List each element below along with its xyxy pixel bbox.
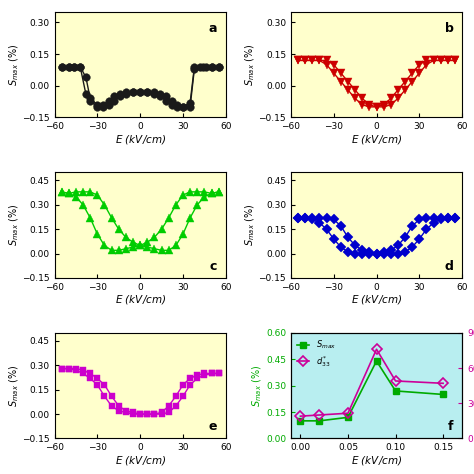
X-axis label: $E$ (kV/cm): $E$ (kV/cm) (351, 454, 402, 467)
Y-axis label: $S_{max}$ (%): $S_{max}$ (%) (7, 365, 21, 407)
Text: d: d (445, 260, 454, 273)
X-axis label: $E$ (kV/cm): $E$ (kV/cm) (115, 454, 166, 467)
Text: f: f (448, 420, 454, 433)
Y-axis label: $S_{max}$ (%): $S_{max}$ (%) (243, 44, 257, 86)
Legend: $S_{max}$, $d^{*}_{33}$: $S_{max}$, $d^{*}_{33}$ (295, 337, 337, 370)
X-axis label: $E$ (kV/cm): $E$ (kV/cm) (351, 133, 402, 146)
X-axis label: $E$ (kV/cm): $E$ (kV/cm) (115, 133, 166, 146)
Y-axis label: $S_{max}$ (%): $S_{max}$ (%) (251, 365, 264, 407)
X-axis label: $E$ (kV/cm): $E$ (kV/cm) (351, 293, 402, 306)
Text: b: b (445, 22, 454, 36)
Y-axis label: $S_{max}$ (%): $S_{max}$ (%) (243, 204, 257, 246)
Text: c: c (210, 260, 217, 273)
Y-axis label: $S_{max}$ (%): $S_{max}$ (%) (7, 44, 21, 86)
Text: e: e (209, 420, 217, 433)
X-axis label: $E$ (kV/cm): $E$ (kV/cm) (115, 293, 166, 306)
Y-axis label: $S_{max}$ (%): $S_{max}$ (%) (7, 204, 21, 246)
Text: a: a (209, 22, 217, 36)
